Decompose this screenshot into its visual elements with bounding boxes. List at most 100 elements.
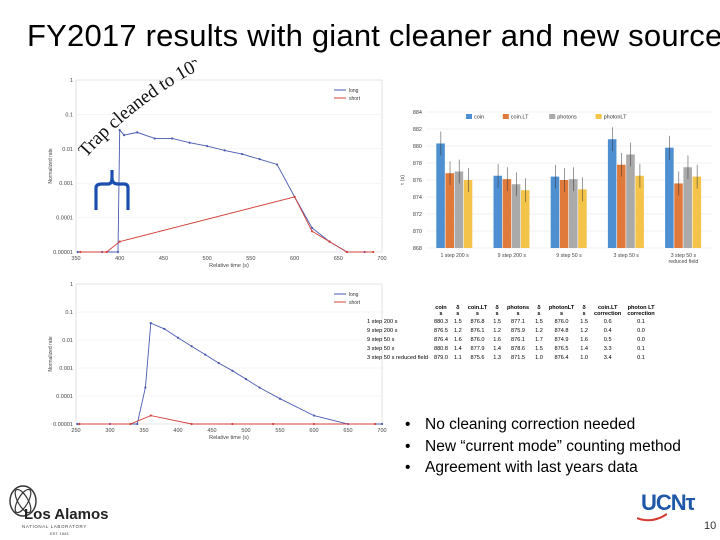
bracket-icon — [94, 170, 130, 210]
y-tick-label: 874 — [413, 195, 422, 201]
bar — [626, 154, 635, 248]
logo-name: Los Alamos — [24, 506, 109, 523]
category-label: 3 step 50 s — [614, 253, 640, 259]
table-cell: 1.5 — [535, 318, 543, 325]
data-point — [118, 240, 121, 243]
data-point — [136, 131, 139, 134]
table-row: 3 step 50 s reduced field 879.0 1.1 875.6 1.… — [364, 353, 658, 362]
x-tick-label: 600 — [309, 428, 318, 434]
bullet-item: • Agreement with last years data — [405, 459, 638, 476]
x-tick-label: 350 — [71, 256, 80, 262]
data-point — [136, 422, 139, 426]
y-tick-label: 0.00001 — [53, 422, 73, 428]
table-cell: 876.1 — [511, 336, 526, 343]
legend-label: coin.LT — [511, 115, 529, 121]
table-cell: 1.5 — [493, 318, 501, 325]
bullet-item: • New “current mode” counting method — [405, 437, 681, 455]
category-label: 1 step 200 s — [440, 253, 469, 259]
table-cell: 879.0 — [433, 354, 448, 361]
category-label-line: 3 step 50 s — [614, 253, 640, 259]
bar — [692, 176, 702, 248]
table-cell: 878.6 — [511, 345, 526, 352]
table-header-cell: coin.LT correction — [594, 305, 622, 317]
data-point — [171, 137, 174, 140]
y-tick-label: 0.0001 — [56, 394, 73, 400]
y-tick-label: 884 — [413, 110, 422, 116]
bar — [454, 171, 464, 248]
data-point — [176, 336, 180, 339]
bar — [445, 173, 454, 248]
data-point — [278, 397, 282, 400]
table-cell: 0.0 — [637, 336, 645, 343]
table-cell: 3.4 — [603, 354, 612, 361]
x-tick-label: 450 — [159, 256, 168, 262]
data-point — [310, 230, 314, 233]
data-point — [118, 128, 121, 132]
table-cell: 876.5 — [433, 327, 448, 334]
table-cell: 1.0 — [535, 354, 543, 361]
table-header-cell: coin.LT s — [467, 305, 488, 317]
x-tick-label: 250 — [71, 428, 80, 434]
x-tick-label: 700 — [377, 256, 386, 262]
table-cell: 1.2 — [580, 327, 588, 334]
table-cell: 874.8 — [554, 327, 569, 334]
table-header-row: coin s δ s coin.LT s δ s photons s δ s photonLT s δ s co… — [364, 305, 658, 317]
table-cell: 3.3 — [603, 345, 612, 352]
data-point — [380, 422, 384, 426]
table-cell: 1.0 — [580, 354, 588, 361]
table-cell: 876.0 — [470, 336, 485, 343]
data-point — [231, 369, 234, 372]
legend-label: photons — [557, 115, 577, 121]
los-alamos-logo-icon — [9, 485, 37, 517]
plot-area — [75, 79, 383, 253]
x-tick-label: 650 — [334, 256, 343, 262]
slide-title: FY2017 results with giant cleaner and ne… — [27, 18, 720, 53]
bullet-item: • No cleaning correction needed — [405, 416, 636, 433]
table-cell: 1.6 — [453, 336, 462, 343]
data-point — [144, 386, 147, 389]
table-cell: 874.9 — [554, 336, 569, 343]
data-point — [163, 327, 166, 330]
data-point — [312, 422, 316, 426]
bar — [559, 180, 569, 248]
y-tick-label: 0.1 — [65, 112, 73, 118]
table-cell: 1.2 — [493, 327, 501, 334]
y-tick-label: 880 — [413, 144, 422, 150]
data-point — [76, 250, 79, 254]
bullet-text: Agreement with last years data — [425, 459, 638, 476]
bullet-text: New “current mode” counting method — [425, 437, 681, 455]
bar — [607, 139, 617, 248]
table-cell: 1.4 — [580, 345, 588, 352]
data-point — [149, 414, 152, 417]
data-point — [241, 153, 244, 156]
results-table: coin s δ s coin.LT s δ s photons s δ s photonLT s δ s co… — [364, 305, 658, 362]
legend-label: long — [349, 88, 359, 94]
table-cell: 0.1 — [637, 354, 645, 361]
x-axis-label: Relative time (s) — [209, 435, 249, 441]
y-tick-label: 872 — [413, 212, 422, 218]
table-cell: 876.4 — [433, 336, 448, 343]
table-cell: 1 step 200 s — [367, 318, 398, 325]
table-row: 9 step 50 s 876.4 1.6 876.0 1.6 876.1 1.7 874.9… — [364, 335, 658, 344]
x-tick-label: 300 — [105, 428, 114, 434]
bar — [578, 189, 587, 248]
table-row: 1 step 200 s 880.3 1.5 876.8 1.5 877.1 1.5 876.… — [364, 317, 658, 326]
results-table-container: coin s δ s coin.LT s δ s photons s δ s photonLT s δ s co… — [364, 305, 716, 385]
data-point — [153, 137, 156, 140]
x-tick-label: 500 — [241, 428, 250, 434]
data-point — [275, 163, 279, 166]
category-label-line: 3 step 50 s — [671, 253, 697, 259]
category-label-line: 9 step 50 s — [556, 253, 582, 259]
y-axis-label: Normalized rate — [48, 148, 54, 184]
ucntau-logo-icon: UCNτ — [641, 490, 695, 515]
bar — [511, 184, 521, 248]
y-tick-label: 868 — [413, 246, 422, 252]
table-row: 3 step 50 s 880.8 1.4 877.9 1.4 878.6 1.5 876.5… — [364, 344, 658, 353]
data-point — [293, 195, 296, 198]
x-tick-label: 600 — [290, 256, 299, 262]
x-tick-label: 400 — [115, 256, 124, 262]
data-point — [188, 141, 191, 144]
